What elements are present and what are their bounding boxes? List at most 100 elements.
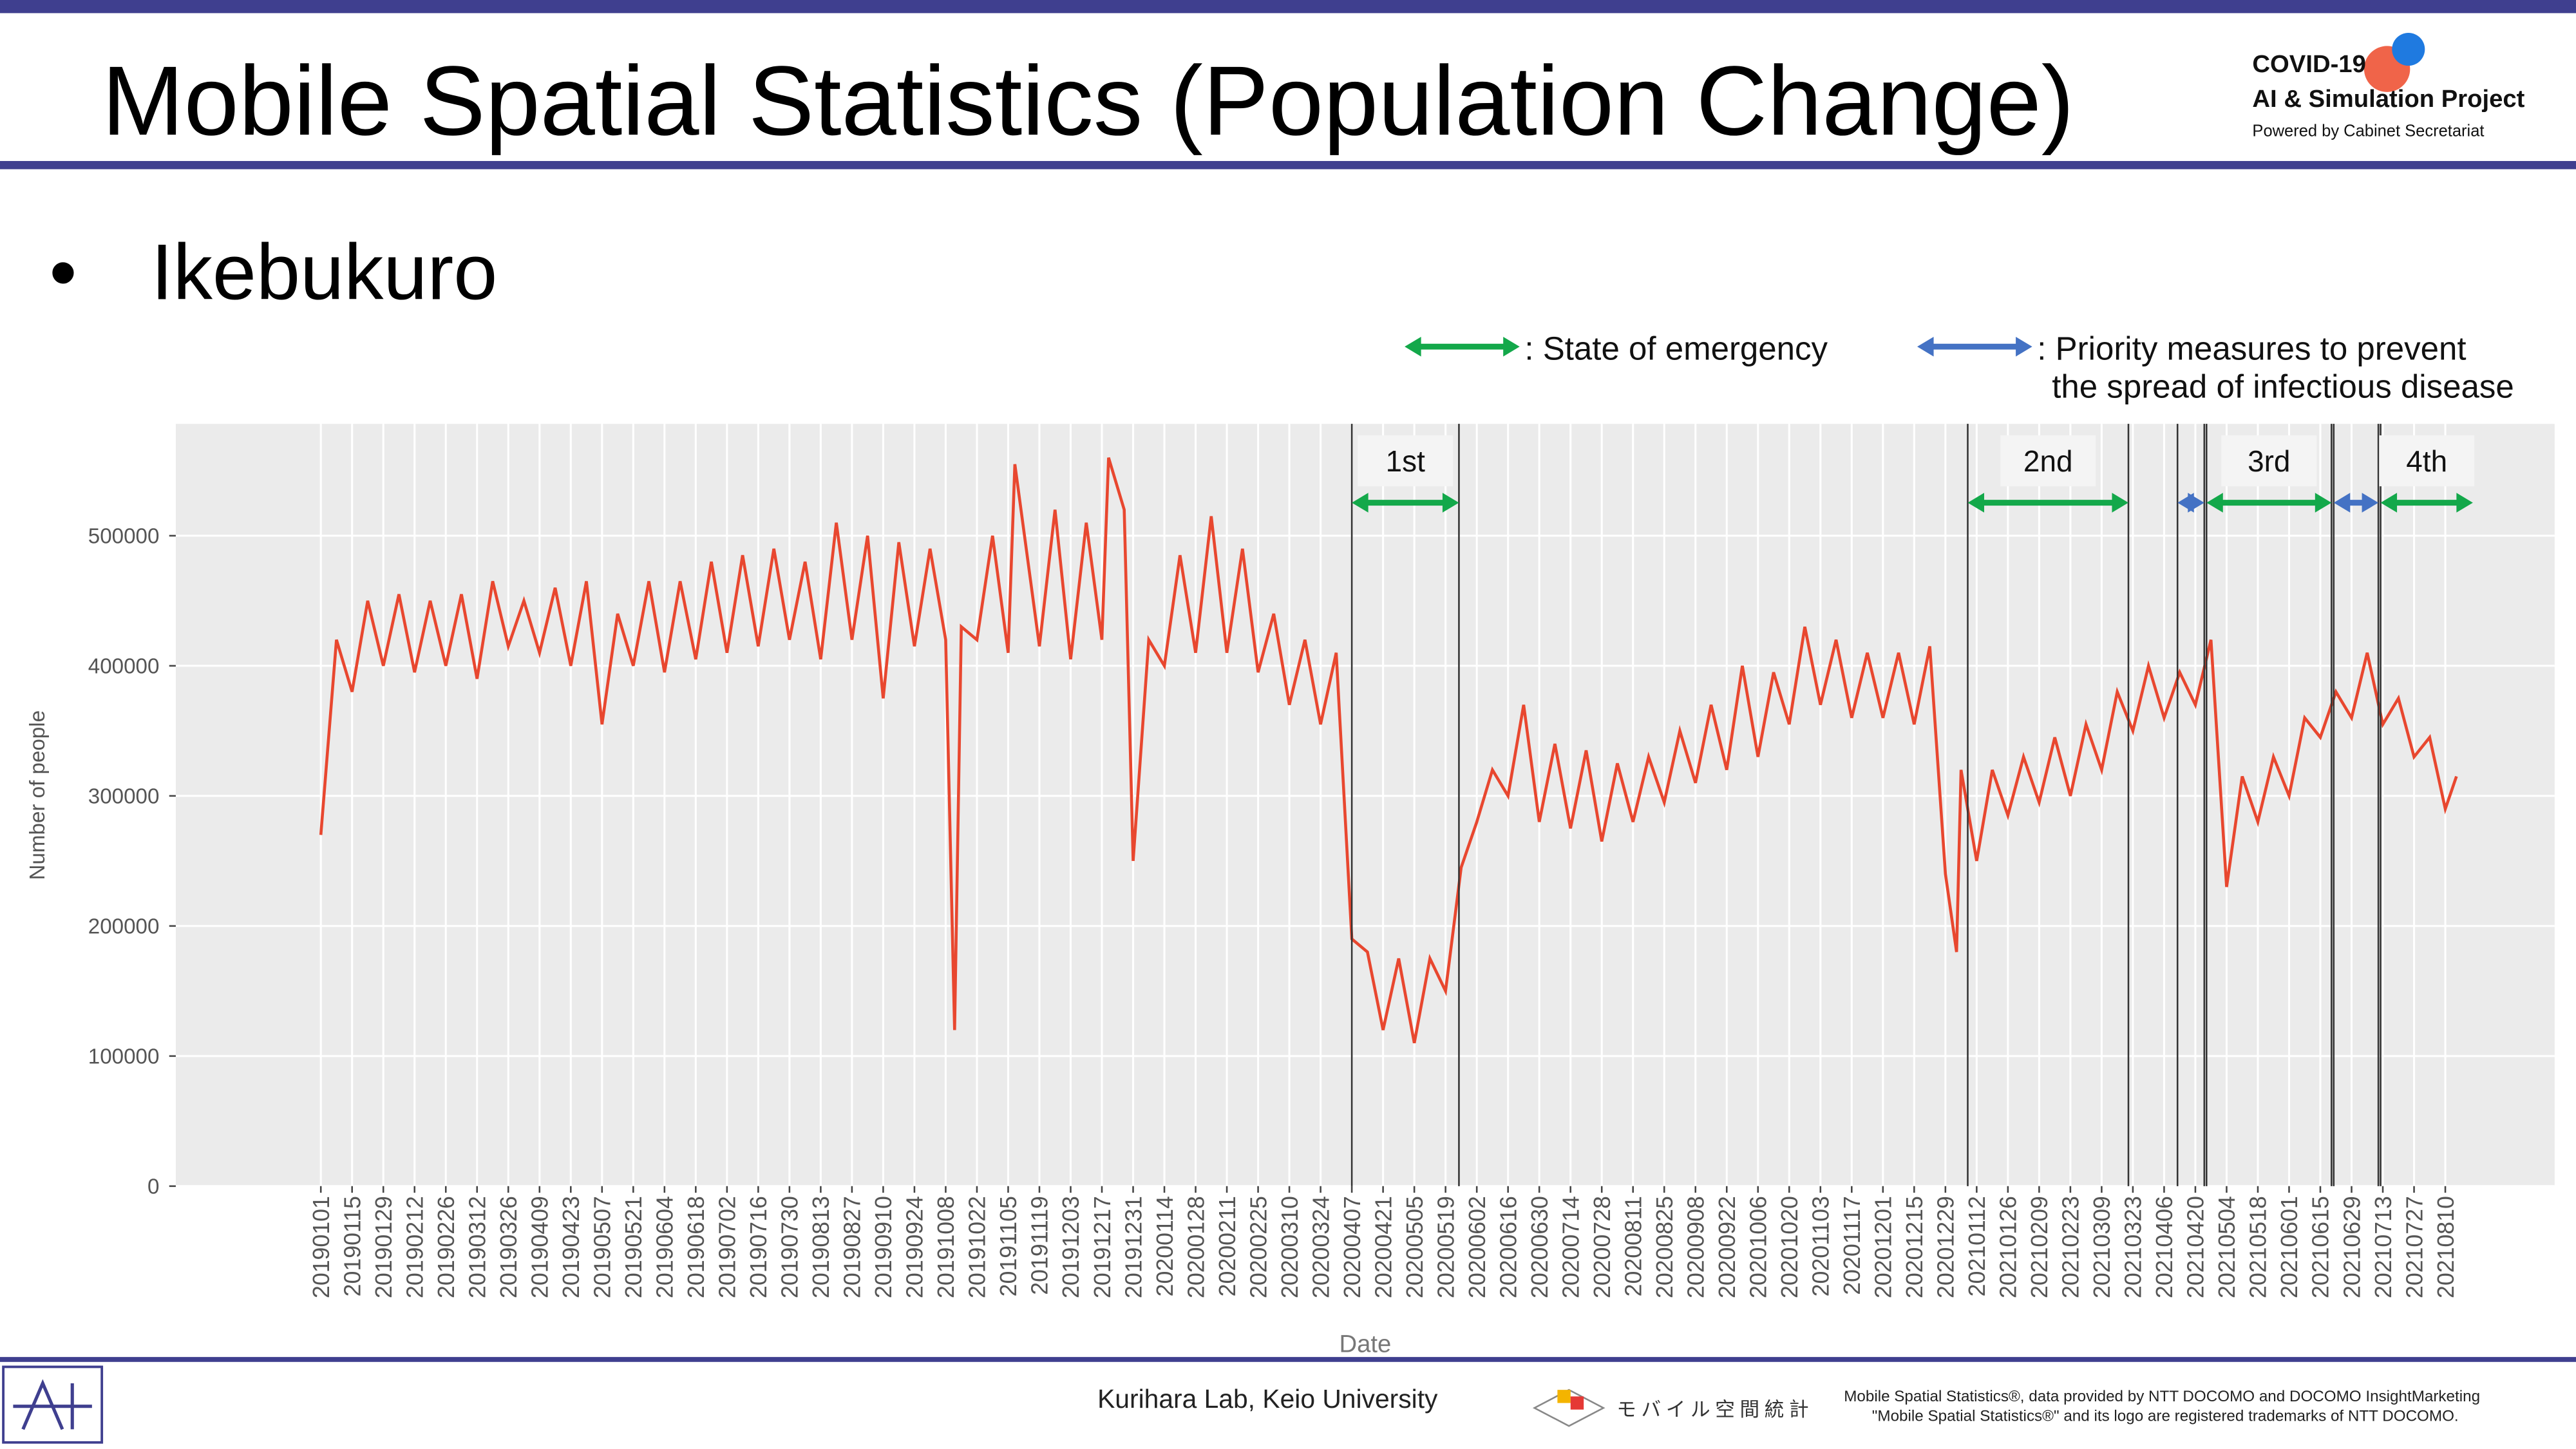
bullet-text: Ikebukuro (151, 227, 498, 316)
x-tick-label: 20210223 (2058, 1196, 2084, 1298)
logo-dot (2392, 33, 2425, 66)
x-tick-label: 20200630 (1527, 1196, 1553, 1298)
logo-text: Powered by Cabinet Secretariat (2252, 122, 2484, 140)
period-label-box (2221, 435, 2317, 487)
period-label: 4th (2406, 444, 2447, 478)
x-tick-label: 20190212 (402, 1196, 428, 1298)
period-label: 1st (1386, 444, 1425, 478)
legend-arrow-head (1917, 336, 1934, 357)
period-arrow-head (1352, 493, 1368, 513)
x-tick-label: 20210615 (2308, 1196, 2334, 1298)
x-tick-label: 20191231 (1121, 1196, 1146, 1298)
x-tick-label: 20190521 (621, 1196, 647, 1298)
x-tick-label: 20210209 (2027, 1196, 2052, 1298)
x-tick-label: 20200602 (1464, 1196, 1490, 1298)
x-tick-label: 20190423 (558, 1196, 584, 1298)
period-label: 3rd (2248, 444, 2290, 478)
period-arrow-head (2112, 493, 2128, 513)
x-tick-label: 20210406 (2152, 1196, 2177, 1298)
period-label-box (1358, 435, 1454, 487)
x-tick-label: 20191203 (1058, 1196, 1084, 1298)
x-tick-label: 20210420 (2183, 1196, 2209, 1298)
y-tick-label: 500000 (88, 524, 160, 548)
x-tick-label: 20190507 (590, 1196, 616, 1298)
x-tick-label: 20190312 (465, 1196, 491, 1298)
x-tick-label: 20191119 (1027, 1196, 1053, 1295)
period-arrow-head (2315, 493, 2332, 513)
x-tick-label: 20200519 (1433, 1196, 1459, 1298)
x-tick-label: 20190910 (871, 1196, 896, 1298)
x-tick-label: 20191105 (996, 1196, 1021, 1296)
x-tick-label: 20200908 (1683, 1196, 1709, 1298)
period-arrow-head (2456, 493, 2473, 513)
x-tick-label: 20201117 (1839, 1196, 1865, 1295)
x-tick-label: 20210504 (2214, 1196, 2240, 1298)
x-tick-label: 20210629 (2339, 1196, 2365, 1298)
x-tick-label: 20201229 (1933, 1196, 1959, 1298)
period-arrow-head (2206, 493, 2223, 513)
lab-logo-frame (2, 1365, 104, 1444)
x-tick-label: 20210323 (2121, 1196, 2146, 1298)
legend-arrow-head (2016, 336, 2032, 357)
x-tick-label: 20200225 (1245, 1196, 1271, 1298)
x-tick-label: 20190326 (496, 1196, 522, 1298)
x-tick-label: 20190730 (777, 1196, 803, 1298)
lab-logo (2, 1365, 104, 1444)
x-tick-label: 20191022 (965, 1196, 990, 1298)
x-tick-label: 20190813 (808, 1196, 834, 1298)
x-tick-label: 20201103 (1808, 1196, 1834, 1296)
x-tick-label: 20191217 (1090, 1196, 1115, 1298)
y-tick-label: 100000 (88, 1045, 160, 1068)
x-tick-label: 20210518 (2246, 1196, 2271, 1298)
footer-lab: Kurihara Lab, Keio University (1097, 1384, 1438, 1414)
x-tick-label: 20200128 (1183, 1196, 1209, 1298)
x-tick-label: 20200825 (1652, 1196, 1678, 1298)
x-tick-label: 20210727 (2401, 1196, 2427, 1298)
x-tick-label: 20200211 (1215, 1196, 1240, 1296)
x-tick-label: 20200811 (1620, 1196, 1646, 1296)
x-tick-label: 20190115 (339, 1196, 365, 1296)
y-tick-label: 400000 (88, 654, 160, 678)
x-tick-label: 20201215 (1902, 1196, 1927, 1298)
x-tick-label: 20210601 (2277, 1196, 2302, 1298)
period-label-box (2379, 435, 2475, 487)
x-tick-label: 20210112 (1964, 1196, 1990, 1296)
x-tick-label: 20190604 (652, 1196, 678, 1298)
x-tick-label: 20200616 (1495, 1196, 1521, 1298)
docomo-logo (1557, 1390, 1571, 1403)
x-tick-label: 20210810 (2433, 1196, 2459, 1298)
x-tick-label: 20200407 (1340, 1196, 1365, 1298)
x-tick-label: 20200714 (1558, 1196, 1584, 1298)
x-tick-label: 20190827 (840, 1196, 866, 1298)
slide-title: Mobile Spatial Statistics (Population Ch… (102, 46, 2074, 156)
x-tick-label: 20201201 (1871, 1196, 1897, 1298)
x-tick-label: 20200114 (1152, 1196, 1178, 1296)
footer-note: Mobile Spatial Statistics®, data provide… (1844, 1388, 2480, 1405)
x-tick-label: 20190101 (308, 1196, 334, 1298)
x-tick-label: 20190409 (527, 1196, 553, 1298)
footer-note: "Mobile Spatial Statistics®" and its log… (1872, 1408, 2459, 1425)
x-axis-title: Date (1339, 1330, 1391, 1358)
x-tick-label: 20190716 (746, 1196, 772, 1298)
x-tick-label: 20200922 (1714, 1196, 1740, 1298)
legend-label: : State of emergency (1524, 330, 1828, 367)
x-tick-label: 20200505 (1402, 1196, 1428, 1298)
period-arrow-head (2188, 493, 2204, 513)
period-arrow-head (1967, 493, 1985, 513)
x-tick-label: 20190129 (371, 1196, 397, 1298)
legend-label: the spread of infectious disease (2052, 368, 2514, 404)
lab-logo-glyph (13, 1379, 92, 1430)
x-tick-label: 20201006 (1746, 1196, 1772, 1298)
period-label: 2nd (2023, 444, 2073, 478)
legend-arrow-head (1405, 336, 1421, 357)
period-arrow-head (2362, 493, 2379, 513)
x-tick-label: 20200421 (1370, 1196, 1396, 1298)
y-axis-title: Number of people (26, 710, 50, 880)
footer-rule (0, 1357, 2576, 1362)
period-arrow-head (1442, 493, 1459, 513)
legend-arrow-head (1503, 336, 1520, 357)
x-tick-label: 20210713 (2371, 1196, 2396, 1298)
title-rule (0, 161, 2576, 169)
x-tick-label: 20201020 (1777, 1196, 1803, 1298)
